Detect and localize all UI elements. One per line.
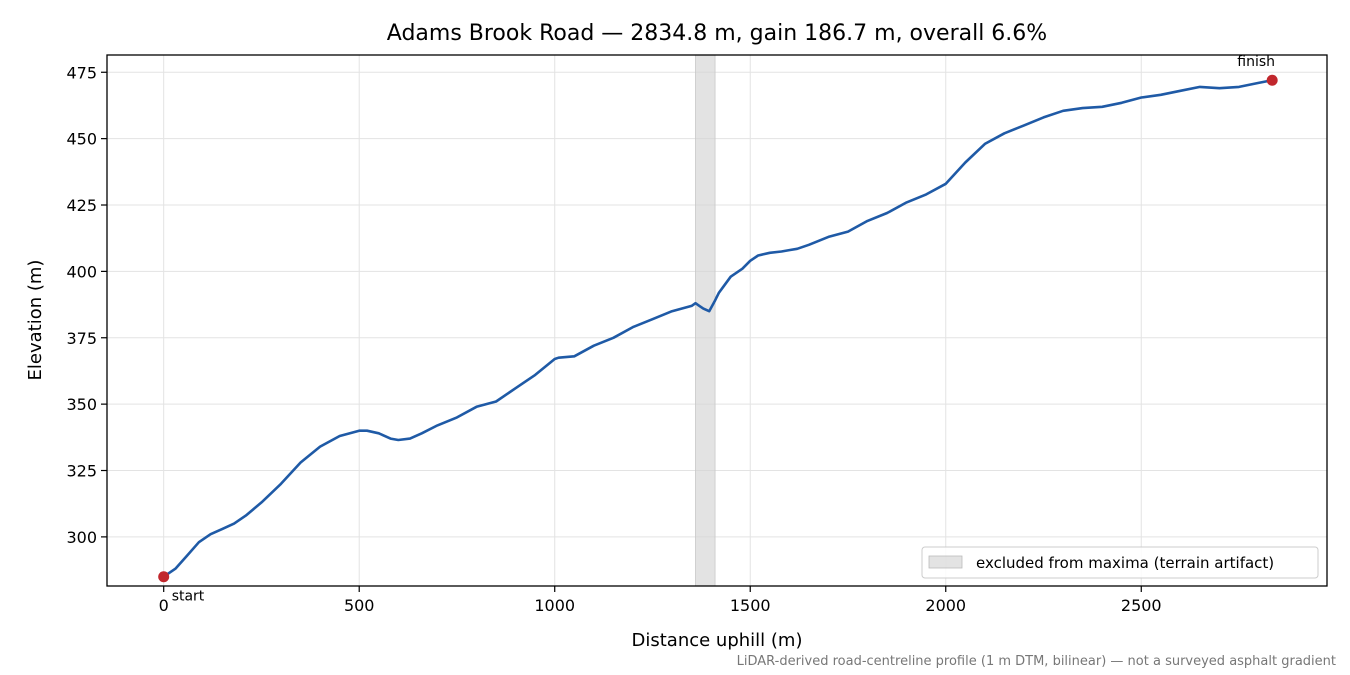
elevation-line	[162, 78, 1274, 578]
chart-title: Adams Brook Road — 2834.8 m, gain 186.7 …	[387, 21, 1047, 46]
start-marker	[158, 571, 170, 583]
y-tick-label: 450	[66, 130, 97, 149]
x-axis: 0 500 1000 1500 2000 2500	[159, 586, 1162, 615]
x-tick-label: 2500	[1121, 596, 1162, 615]
finish-label: finish	[1237, 54, 1275, 70]
x-tick-label: 1500	[730, 596, 771, 615]
y-tick-label: 300	[66, 528, 97, 547]
finish-marker	[1266, 74, 1278, 86]
x-tick-label: 2000	[925, 596, 966, 615]
legend-box	[921, 546, 1319, 579]
markers-layer: start finish	[158, 54, 1278, 605]
legend-swatch-excluded	[928, 555, 963, 569]
plot-frame	[106, 54, 1328, 587]
y-axis-label: Elevation (m)	[25, 260, 46, 381]
x-axis-label: Distance uphill (m)	[632, 630, 803, 651]
legend-label-excluded: excluded from maxima (terrain artifact)	[976, 554, 1274, 572]
excluded-band	[695, 54, 716, 587]
y-axis: 300 325 350 375 400 425 450 475	[66, 63, 107, 547]
x-tick-label: 500	[344, 596, 375, 615]
start-label: start	[172, 589, 205, 605]
grid	[107, 55, 1327, 586]
x-tick-label: 1000	[534, 596, 575, 615]
x-tick-label: 0	[159, 596, 169, 615]
y-tick-label: 475	[66, 63, 97, 82]
excluded-band-layer	[695, 54, 716, 587]
y-tick-label: 325	[66, 462, 97, 481]
legend: excluded from maxima (terrain artifact)	[921, 546, 1319, 579]
y-tick-label: 425	[66, 196, 97, 215]
y-tick-label: 400	[66, 262, 97, 281]
footnote: LiDAR-derived road-centreline profile (1…	[737, 654, 1336, 669]
plot-area: start finish	[106, 54, 1328, 605]
y-tick-label: 350	[66, 395, 97, 414]
series-layer	[162, 78, 1274, 578]
y-tick-label: 375	[66, 329, 97, 348]
